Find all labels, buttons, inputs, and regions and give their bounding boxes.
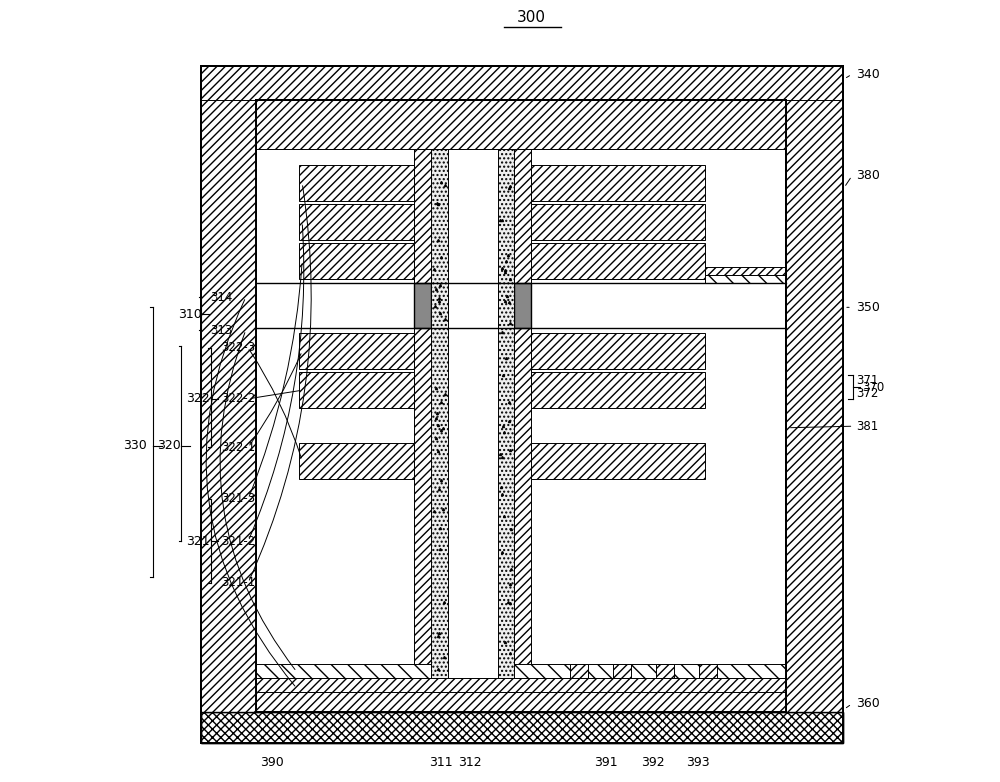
Bar (705, 275, 786, 283)
Bar (786, 100, 843, 712)
Text: 314: 314 (211, 291, 233, 303)
Bar (256, 100, 786, 149)
Text: 330: 330 (123, 439, 147, 452)
Bar (299, 372, 414, 408)
Text: 372: 372 (856, 387, 878, 400)
Text: 371: 371 (856, 375, 878, 387)
Bar (299, 204, 414, 240)
Text: 340: 340 (856, 68, 880, 81)
Bar (531, 333, 705, 369)
Bar (299, 443, 414, 479)
Bar (699, 664, 717, 678)
Text: 321: 321 (186, 535, 209, 547)
Bar (570, 664, 588, 678)
Text: 321-1: 321-1 (221, 576, 255, 589)
Text: 300: 300 (517, 10, 546, 25)
Text: 390: 390 (260, 756, 284, 769)
Bar (531, 443, 705, 479)
Bar (299, 165, 414, 201)
Bar (201, 712, 843, 743)
Text: 310: 310 (178, 308, 202, 321)
Bar (448, 283, 498, 328)
Text: 322: 322 (186, 393, 209, 405)
Bar (201, 66, 843, 743)
Text: 321-3: 321-3 (221, 493, 255, 505)
Bar (431, 149, 514, 678)
Text: 322-1: 322-1 (221, 441, 255, 454)
Bar (498, 283, 514, 328)
Bar (656, 664, 674, 678)
Bar (201, 100, 256, 712)
Bar (256, 100, 786, 712)
Text: 350: 350 (856, 301, 880, 314)
Text: 391: 391 (594, 756, 617, 769)
Bar (531, 372, 705, 408)
Bar (201, 712, 843, 743)
Text: 381: 381 (856, 420, 878, 432)
Text: 392: 392 (641, 756, 664, 769)
Bar (256, 678, 786, 692)
Text: 321-2: 321-2 (221, 535, 255, 547)
Bar (531, 243, 705, 279)
Bar (256, 678, 786, 712)
Text: 322-2: 322-2 (221, 393, 255, 405)
Bar (431, 283, 448, 328)
Bar (201, 66, 843, 743)
Bar (414, 149, 531, 678)
Text: 313: 313 (211, 324, 233, 336)
Bar (414, 283, 431, 328)
Bar (299, 333, 414, 369)
Text: 380: 380 (856, 170, 880, 182)
Bar (531, 204, 705, 240)
Bar (299, 243, 414, 279)
Text: 312: 312 (458, 756, 482, 769)
Text: 322-3: 322-3 (221, 342, 255, 354)
Bar (256, 100, 786, 712)
Text: 393: 393 (686, 756, 710, 769)
Bar (256, 664, 786, 678)
Bar (531, 165, 705, 201)
Bar (613, 664, 631, 678)
Text: 370: 370 (862, 381, 884, 393)
Text: 311: 311 (430, 756, 453, 769)
Bar (448, 149, 498, 678)
Text: 360: 360 (856, 698, 880, 710)
Bar (514, 283, 531, 328)
Bar (705, 267, 786, 275)
Text: 320: 320 (157, 439, 181, 452)
